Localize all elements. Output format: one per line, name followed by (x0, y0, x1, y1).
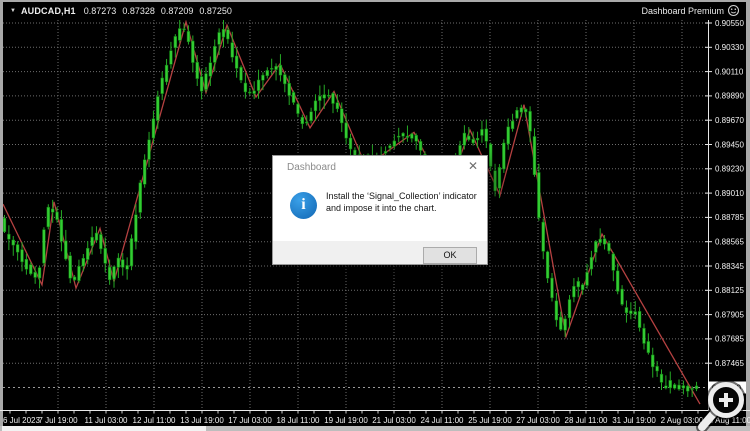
magnifier-zoom-icon (696, 380, 746, 431)
price-axis[interactable]: 0.90550 0.90330 0.90110 0.89890 0.89670 0.894… (705, 19, 744, 368)
close-value: 0.87250 (199, 5, 232, 16)
price-label: 0.89010 (715, 189, 744, 198)
time-label: 25 Jul 19:00 (468, 416, 512, 425)
price-label: 0.90550 (715, 19, 744, 28)
time-label: 17 Jul 03:00 (228, 416, 272, 425)
smiley-icon (727, 4, 740, 17)
premium-badge-label: Dashboard Premium (641, 5, 724, 16)
price-label: 0.87905 (715, 310, 744, 319)
price-label: 0.89230 (715, 165, 744, 174)
dialog-footer: OK (273, 241, 487, 264)
high-value: 0.87328 (122, 5, 155, 16)
price-label: 0.89890 (715, 92, 744, 101)
price-label: 0.88125 (715, 286, 744, 295)
time-label: 27 Jul 03:00 (516, 416, 560, 425)
time-label: 11 Jul 03:00 (85, 416, 129, 425)
low-value: 0.87209 (160, 5, 194, 16)
chart-title-bar[interactable]: ▼ AUDCAD,H1 0.87273 0.87328 0.87209 0.87… (3, 2, 746, 19)
scrollbar-thumb[interactable] (2, 426, 206, 431)
dialog-message-line2: and impose it into the chart. (326, 203, 437, 213)
symbol-timeframe-label: AUDCAD,H1 (20, 5, 76, 16)
close-icon[interactable]: ✕ (467, 159, 478, 173)
time-label: 18 Jul 11:00 (277, 416, 321, 425)
time-label: 24 Jul 11:00 (421, 416, 465, 425)
window-frame-top (0, 0, 750, 2)
price-label: 0.87465 (715, 359, 744, 368)
dashboard-alert-dialog: Dashboard ✕ i Install the ‘Signal_Collec… (272, 155, 488, 265)
window-frame-right (746, 0, 750, 431)
price-label: 0.87685 (715, 335, 744, 344)
open-value: 0.87273 (83, 5, 117, 16)
price-label: 0.88345 (715, 262, 744, 271)
price-label: 0.88785 (715, 213, 744, 222)
info-icon-glyph: i (301, 196, 306, 213)
ok-button[interactable]: OK (423, 247, 477, 264)
time-label: 6 Jul 2023 (3, 416, 40, 425)
price-label: 0.89450 (715, 140, 744, 149)
time-label: 28 Jul 11:00 (565, 416, 609, 425)
time-label: 21 Jul 03:00 (372, 416, 416, 425)
time-label: 2 Aug 03:00 (661, 416, 704, 425)
info-icon: i (290, 192, 317, 219)
time-label: 3 Aug 11:00 (709, 416, 750, 425)
time-label: 13 Jul 19:00 (180, 416, 224, 425)
price-label: 0.90330 (715, 43, 744, 52)
price-label: 0.90110 (715, 67, 744, 76)
window-frame-left (0, 0, 3, 431)
time-label: 12 Jul 11:00 (133, 416, 177, 425)
horizontal-scrollbar[interactable] (0, 426, 750, 431)
dialog-message-line1: Install the ‘Signal_Collection’ indicato… (326, 191, 477, 201)
time-label: 7 Jul 19:00 (38, 416, 78, 425)
time-label: 19 Jul 19:00 (324, 416, 368, 425)
dialog-title: Dashboard (287, 162, 336, 173)
time-label: 31 Jul 19:00 (612, 416, 656, 425)
collapse-arrow-icon[interactable]: ▼ (10, 7, 16, 14)
premium-badge: Dashboard Premium (641, 4, 740, 17)
price-label: 0.88565 (715, 238, 744, 247)
price-label: 0.89670 (715, 116, 744, 125)
dialog-message: Install the ‘Signal_Collection’ indicato… (326, 190, 481, 214)
